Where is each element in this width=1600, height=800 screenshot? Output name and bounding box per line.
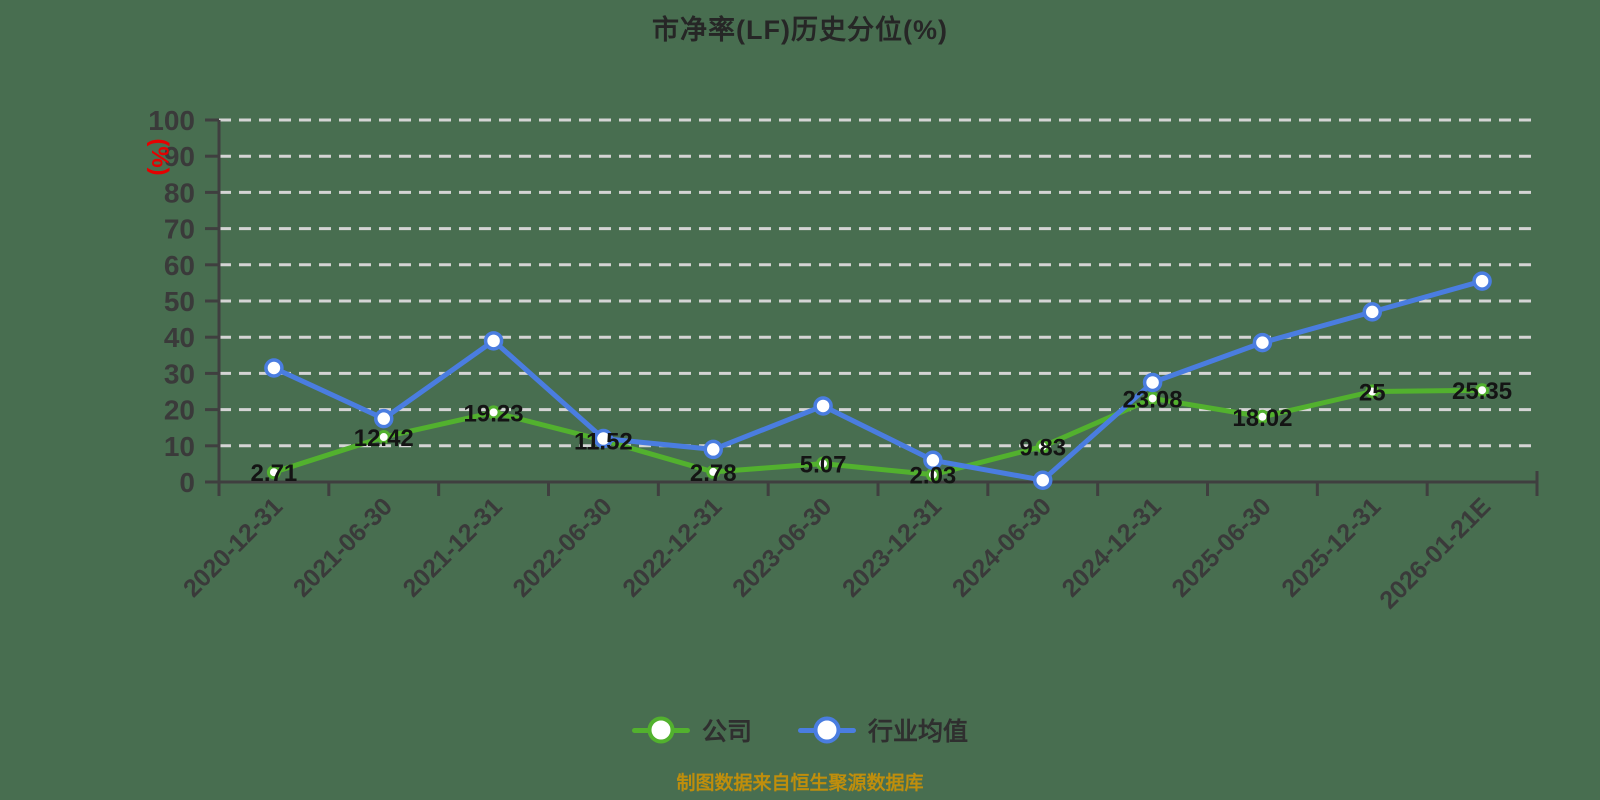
industry-point	[1362, 302, 1382, 322]
chart-title: 市净率(LF)历史分位(%)	[652, 15, 948, 45]
company-value-label: 18.02	[1232, 405, 1292, 432]
x-tick-label: 2021-12-31	[398, 492, 508, 602]
legend-marker-dot	[813, 716, 841, 744]
company-point	[1255, 409, 1270, 424]
industry-point	[703, 439, 723, 460]
x-tick-label: 2021-06-30	[288, 492, 398, 602]
y-tick-label: 10	[164, 431, 195, 462]
company-value-label: 11.52	[574, 428, 633, 455]
x-tick-label: 2023-12-31	[837, 492, 947, 602]
company-line	[271, 387, 1485, 478]
industry-point	[813, 396, 833, 416]
y-tick-label: 20	[164, 395, 195, 426]
x-tick-label: 2022-12-31	[617, 492, 727, 602]
industry-line	[271, 278, 1485, 483]
y-tick-label: 70	[164, 214, 195, 245]
y-tick-label: 100	[148, 105, 195, 136]
x-tick-label: 2024-06-30	[947, 492, 1057, 602]
x-tick-label: 2020-12-31	[178, 492, 288, 602]
industry-legend-marker-icon	[798, 715, 856, 745]
legend-item-industry[interactable]: 行业均值	[798, 712, 968, 748]
x-tick-label: 2025-12-31	[1276, 492, 1386, 602]
y-tick-label: 40	[164, 322, 195, 353]
y-tick-label: 60	[164, 250, 195, 281]
industry-point	[1252, 332, 1273, 353]
industry-point	[923, 450, 943, 471]
company-point	[1145, 391, 1160, 406]
x-tick-label: 2024-12-31	[1057, 492, 1167, 602]
x-tick-label: 2023-06-30	[727, 492, 837, 602]
legend-marker-dot	[647, 716, 675, 744]
y-axis-unit-label: (%)	[146, 138, 173, 175]
company-value-label: 2.78	[690, 460, 737, 487]
industry-point	[593, 428, 614, 449]
legend: 公司 行业均值	[0, 712, 1600, 748]
company-legend-marker-icon	[631, 715, 690, 745]
company-value-label: 9.83	[1019, 434, 1066, 461]
y-tick-label: 0	[179, 467, 195, 498]
y-tick-label: 80	[164, 177, 195, 208]
industry-point	[1142, 372, 1163, 393]
company-point	[1365, 384, 1380, 399]
company-point	[376, 430, 391, 445]
x-tick-label: 2025-06-30	[1166, 492, 1276, 602]
company-point	[486, 405, 501, 420]
company-point	[1475, 383, 1490, 398]
company-point	[816, 456, 831, 471]
legend-item-company[interactable]: 公司	[631, 712, 752, 748]
data-source-note: 制图数据来自恒生聚源数据库	[676, 773, 924, 794]
x-tick-label: 2026-01-21E	[1374, 492, 1496, 614]
y-tick-label: 30	[164, 358, 195, 389]
company-value-label: 23.08	[1123, 386, 1183, 413]
company-value-label: 19.23	[464, 400, 524, 427]
line-chart: 0 10 20 30 40 50 60 70 80 90 100 2020-12-31 2021-06-…	[146, 105, 1539, 614]
company-value-label: 25.35	[1452, 378, 1512, 405]
company-point	[706, 464, 721, 479]
company-point	[266, 465, 281, 480]
company-value-label: 5.07	[800, 452, 847, 479]
x-tick-label: 2022-06-30	[507, 492, 617, 602]
industry-point	[374, 408, 394, 429]
y-tick-label: 90	[164, 141, 195, 172]
industry-point	[264, 358, 284, 378]
legend-label-industry: 行业均值	[868, 718, 969, 746]
legend-label-company: 公司	[701, 718, 752, 746]
industry-point	[483, 331, 504, 351]
industry-point	[1033, 470, 1053, 490]
company-value-label: 2.03	[910, 463, 957, 490]
company-point	[1035, 439, 1050, 454]
y-tick-label: 50	[164, 286, 195, 317]
company-value-label: 2.71	[251, 460, 298, 487]
industry-point	[1472, 271, 1492, 291]
company-value-label: 25	[1359, 380, 1386, 407]
company-value-label: 12.42	[354, 425, 414, 452]
